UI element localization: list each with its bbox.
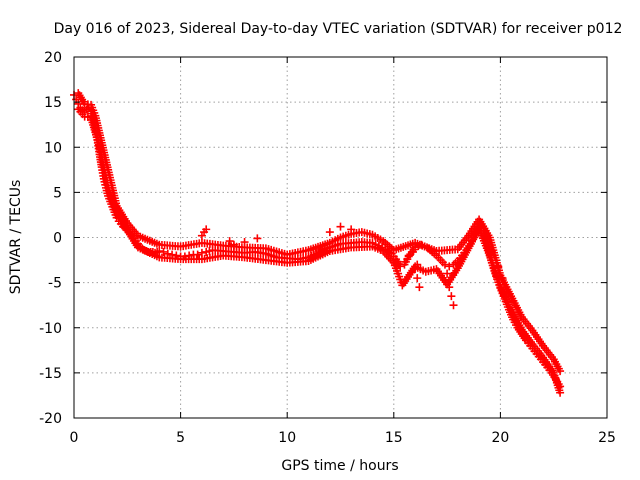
data-point	[556, 388, 565, 397]
data-point	[396, 275, 405, 284]
data-point	[336, 222, 345, 231]
y-tick-label: 10	[44, 140, 62, 156]
data-point	[229, 240, 238, 249]
data-point	[396, 262, 405, 271]
data-point	[498, 274, 507, 283]
data-point	[404, 251, 413, 260]
chart-title: Day 016 of 2023, Sidereal Day-to-day VTE…	[54, 21, 623, 37]
y-tick-label: 5	[53, 185, 62, 201]
data-point	[197, 248, 206, 257]
y-tick-label: -10	[39, 321, 62, 337]
data-point	[413, 274, 422, 283]
x-tick-label: 15	[385, 430, 403, 446]
data-point	[556, 367, 565, 376]
data-point	[253, 234, 262, 243]
data-point	[440, 260, 449, 269]
data-point	[240, 238, 249, 247]
data-point	[487, 247, 496, 256]
data-point	[449, 301, 458, 310]
y-tick-label: -5	[48, 276, 62, 292]
data-point	[411, 265, 420, 274]
data-point	[445, 283, 454, 292]
data-point	[502, 285, 511, 294]
y-tick-label: 0	[53, 231, 62, 247]
data-point	[400, 257, 409, 266]
data-point	[445, 262, 454, 271]
y-axis-label: SDTVAR / TECUs	[8, 180, 24, 295]
data-point	[193, 250, 202, 259]
data-point	[408, 247, 417, 256]
x-axis-label: GPS time / hours	[281, 458, 398, 474]
data-point	[347, 225, 356, 234]
data-point	[202, 225, 211, 234]
y-tick-label: 20	[44, 50, 62, 66]
x-tick-label: 10	[278, 430, 296, 446]
data-point	[413, 260, 422, 269]
data-point	[159, 247, 168, 256]
y-tick-label: -20	[39, 411, 62, 427]
tick-layer: 0 5 10 15 20 25 20 15 10 5 0 -5 -10 -15 -20	[39, 50, 616, 446]
data-point	[202, 247, 211, 256]
data-point	[483, 238, 492, 247]
data-point	[155, 247, 164, 256]
data-point	[494, 262, 503, 271]
x-tick-label: 0	[70, 430, 79, 446]
data-layer	[70, 89, 565, 397]
y-tick-label: 15	[44, 95, 62, 111]
data-point	[447, 292, 456, 301]
x-tick-label: 20	[491, 430, 509, 446]
data-point	[415, 283, 424, 292]
x-tick-label: 25	[598, 430, 616, 446]
x-tick-label: 5	[176, 430, 185, 446]
data-point	[325, 228, 334, 237]
y-tick-label: -15	[39, 366, 62, 382]
data-point	[443, 269, 452, 278]
data-point	[225, 237, 234, 246]
